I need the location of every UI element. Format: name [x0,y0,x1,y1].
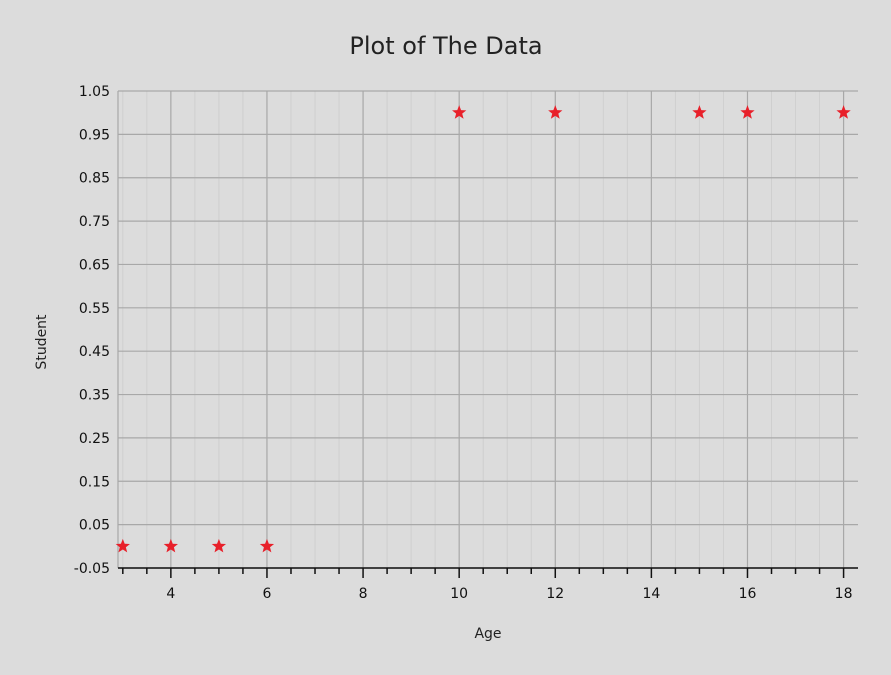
data-point-star [692,105,707,119]
y-tick-label: -0.05 [74,561,110,577]
y-tick-label: 0.25 [79,431,110,447]
y-tick-label: 0.85 [79,171,110,187]
y-tick-label: 0.35 [79,388,110,404]
minor-grid [122,91,821,568]
data-points [115,105,851,553]
y-axis-label: Student [34,314,50,370]
x-tick-label: 14 [642,586,660,602]
y-tick-label: 0.55 [79,301,110,317]
x-tick-label: 12 [546,586,564,602]
x-tick-label: 6 [263,586,272,602]
x-axis-ticks: 4 6 8 10 12 14 16 18 [122,568,853,602]
data-point-star [548,105,563,119]
y-tick-label: 0.75 [79,214,110,230]
y-tick-label: 0.95 [79,127,110,143]
data-point-star [259,538,275,553]
x-axis-label: Age [474,626,501,642]
data-point-star [836,105,851,119]
chart-title: Plot of The Data [349,32,542,60]
y-tick-label: 0.15 [79,474,110,490]
axes [117,91,858,569]
x-tick-label: 4 [166,586,175,602]
y-tick-label: 0.65 [79,257,110,273]
data-point-star [740,105,755,119]
x-tick-label: 16 [739,586,757,602]
data-point-star [452,105,467,119]
data-point-star [211,538,227,553]
data-point-star [115,538,130,553]
x-tick-label: 8 [359,586,368,602]
y-tick-label: 1.05 [79,84,110,100]
y-tick-label: 0.45 [79,344,110,360]
y-axis-ticks: -0.05 0.05 0.15 0.25 0.35 0.45 0.55 0.65 0.75 0.8… [74,84,110,577]
x-tick-label: 10 [450,586,468,602]
data-point-star [163,538,178,553]
y-tick-label: 0.05 [79,518,110,534]
major-grid [118,90,858,569]
x-tick-label: 18 [835,586,853,602]
